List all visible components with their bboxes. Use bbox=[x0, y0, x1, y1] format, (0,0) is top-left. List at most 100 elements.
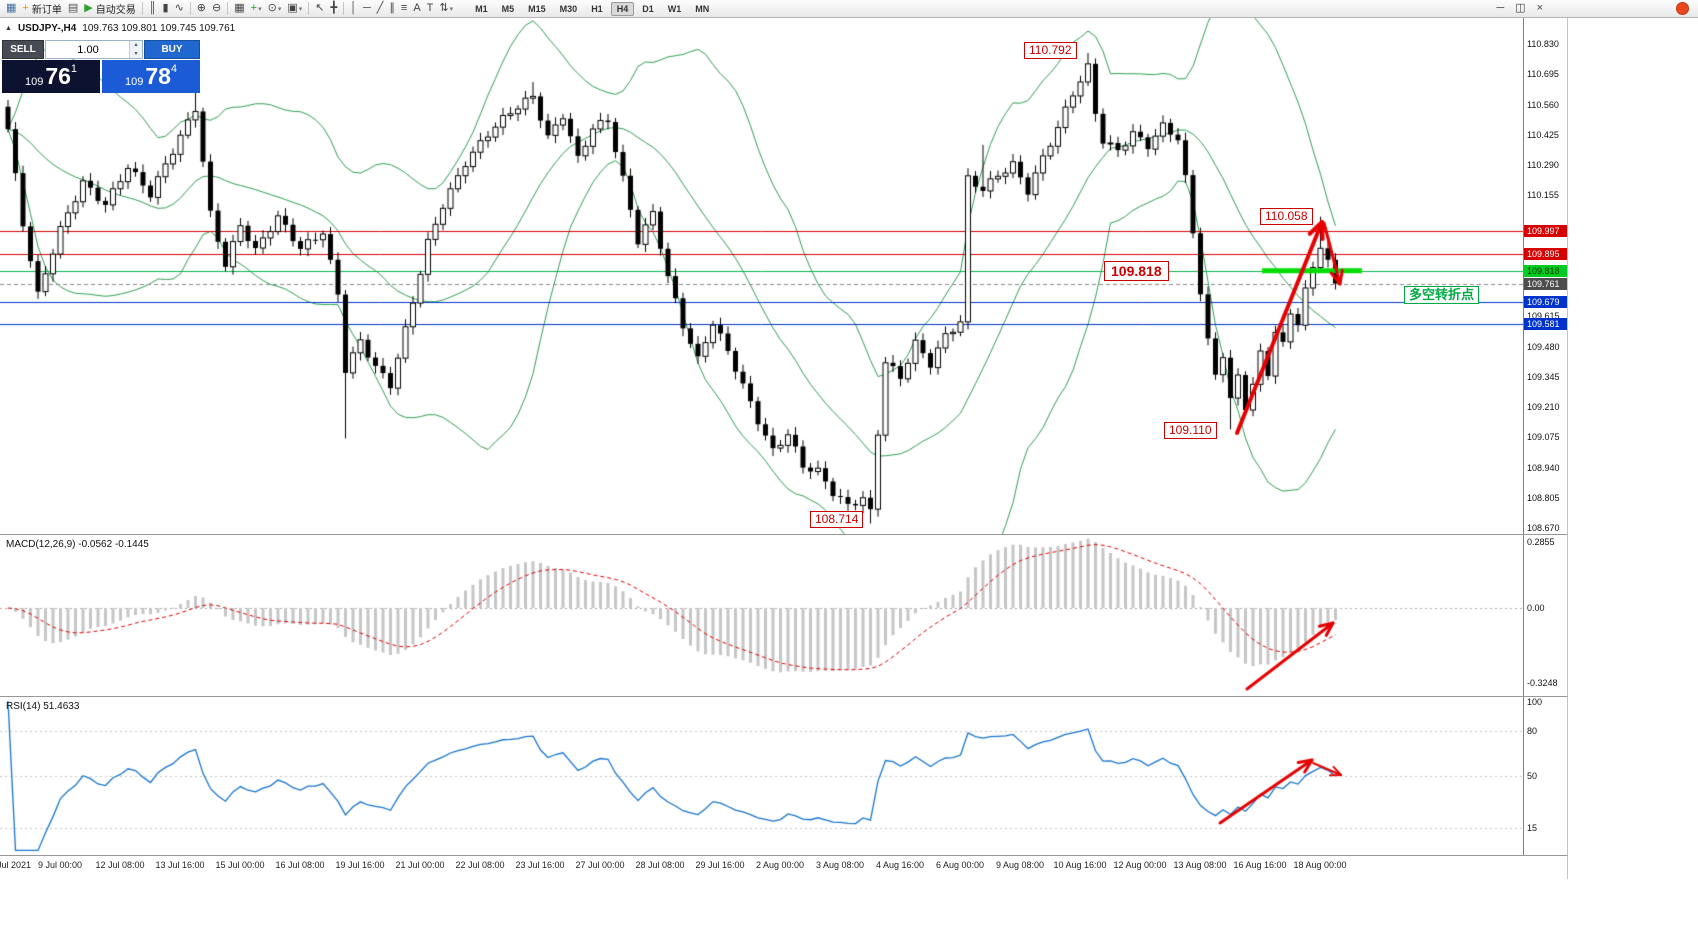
timeframe-h1-button[interactable]: H1 bbox=[591, 3, 603, 14]
price-axis[interactable]: 110.830 110.695 110.560 110.425 110.290 110.1… bbox=[1523, 18, 1567, 534]
buy-price-sup: 4 bbox=[170, 63, 178, 75]
rsi-canvas[interactable] bbox=[0, 697, 1523, 856]
text-icon[interactable]: A bbox=[410, 1, 423, 17]
timeframe-m30-button[interactable]: M30 bbox=[559, 3, 578, 14]
fibonacci-icon: ≡ bbox=[400, 2, 408, 14]
price-axis-tick: 110.425 bbox=[1527, 129, 1559, 140]
vertical-line-icon[interactable]: │ bbox=[347, 1, 360, 17]
volume-increase-button[interactable]: ▴ bbox=[130, 41, 142, 50]
bar-chart-icon[interactable]: ║ bbox=[146, 1, 160, 17]
close-chart-icon: × bbox=[1536, 2, 1543, 14]
periods-icon[interactable]: ⊙ ▾ bbox=[265, 1, 285, 17]
buy-price-display[interactable]: 109 78 4 bbox=[102, 60, 200, 93]
rsi-axis-tick: 80 bbox=[1527, 725, 1538, 736]
time-axis-label: 18 Aug 00:00 bbox=[1293, 860, 1347, 870]
text-label-icon[interactable]: T bbox=[424, 1, 437, 17]
tile-windows-icon[interactable]: ▦ bbox=[231, 1, 247, 17]
price-axis-badge: 109.581 bbox=[1524, 317, 1567, 330]
zoom-in-icon[interactable]: ⊕ bbox=[194, 1, 209, 17]
indicators-icon[interactable]: + ▾ bbox=[248, 1, 265, 17]
autotrading-button[interactable]: ▶ 自动交易 bbox=[81, 1, 138, 17]
vertical-line-icon: │ bbox=[350, 2, 357, 14]
sell-button[interactable]: SELL bbox=[2, 40, 44, 59]
channel-icon[interactable]: ∥ bbox=[386, 1, 398, 17]
price-label-flag[interactable]: 109.110 bbox=[1164, 422, 1217, 439]
timeframe-w1-button[interactable]: W1 bbox=[667, 3, 682, 14]
trendline-icon[interactable]: ╱ bbox=[374, 1, 387, 17]
timeframe-m5-button[interactable]: M5 bbox=[501, 3, 515, 14]
timeframe-m1-button[interactable]: M1 bbox=[475, 3, 488, 14]
collapse-trade-panel-icon[interactable]: ▲ bbox=[5, 25, 12, 32]
rsi-axis[interactable]: 100 80 50 15 bbox=[1523, 697, 1567, 855]
zoom-in-icon: ⊕ bbox=[196, 2, 207, 14]
timeframe-mn-button[interactable]: MN bbox=[695, 3, 710, 14]
macd-indicator-pane: MACD(12,26,9) -0.0562 -0.1445 0.2855 0.00… bbox=[0, 534, 1568, 697]
line-chart-icon[interactable]: ∿ bbox=[172, 1, 187, 17]
charts-menu-icon[interactable]: ▤ bbox=[65, 1, 81, 17]
periods-icon: ⊙ bbox=[267, 2, 277, 14]
bar-chart-icon: ║ bbox=[148, 2, 157, 14]
zoom-out-icon[interactable]: ⊖ bbox=[209, 1, 224, 17]
periods-icon-dropdown[interactable]: ▾ bbox=[277, 5, 282, 13]
notification-indicator[interactable] bbox=[1676, 2, 1689, 15]
rsi-values: 51.4633 bbox=[43, 701, 80, 712]
timeframe-d1-button[interactable]: D1 bbox=[642, 3, 654, 14]
time-axis-label: 12 Aug 00:00 bbox=[1113, 860, 1167, 870]
main-toolbar: ▦ + 新订单 ▤ ▶ 自动交易 ║ ▮ ∿ ⊕ ⊖ ▦ + ▾ ⊙ ▾ ▣ ▾ ↖ ╋ │ ─ ╱ ∥ ≡ A T ⇅ ▾ M1 M5 M1… bbox=[0, 0, 1698, 18]
autotrading-button-label: 自动交易 bbox=[95, 5, 136, 16]
volume-decrease-button[interactable]: ▾ bbox=[130, 49, 142, 58]
rsi-axis-tick: 100 bbox=[1527, 697, 1543, 707]
templates-icon-dropdown[interactable]: ▾ bbox=[298, 5, 303, 13]
candlestick-chart-icon[interactable]: ▮ bbox=[160, 1, 172, 17]
time-axis-label: 9 Aug 08:00 bbox=[995, 860, 1045, 870]
close-chart-icon[interactable]: × bbox=[1534, 1, 1546, 17]
sell-price-display[interactable]: 109 76 1 bbox=[2, 60, 100, 93]
trendline-icon: ╱ bbox=[376, 2, 384, 14]
time-axis-label: 15 Jul 00:00 bbox=[215, 860, 265, 870]
time-axis-label: Jul 2021 bbox=[0, 860, 32, 870]
one-click-trading-panel: SELL ▴ ▾ BUY 109 76 1 109 bbox=[2, 40, 200, 93]
price-label-flag[interactable]: 110.058 bbox=[1260, 208, 1313, 225]
volume-input[interactable] bbox=[46, 41, 142, 58]
templates-icon[interactable]: ▣ ▾ bbox=[284, 1, 305, 17]
autotrading-icon: ▶ bbox=[84, 2, 93, 14]
timeframe-m15-button[interactable]: M15 bbox=[528, 3, 546, 14]
price-label-flag[interactable]: 108.714 bbox=[810, 511, 864, 528]
macd-axis[interactable]: 0.2855 0.00 -0.3248 bbox=[1523, 535, 1567, 696]
indicators-icon-dropdown[interactable]: ▾ bbox=[258, 5, 262, 13]
arrows-icon-dropdown[interactable]: ▾ bbox=[449, 5, 454, 13]
price-axis-tick: 109.075 bbox=[1527, 432, 1560, 443]
time-axis-label: 13 Aug 08:00 bbox=[1173, 860, 1227, 870]
price-axis-tick: 109.345 bbox=[1527, 371, 1560, 382]
macd-axis-tick: -0.3248 bbox=[1527, 678, 1558, 689]
new-order-button-label: 新订单 bbox=[31, 5, 62, 16]
candlestick-chart-icon: ▮ bbox=[162, 2, 169, 14]
horizontal-line-icon: ─ bbox=[362, 2, 371, 14]
time-axis-label: 29 Jul 16:00 bbox=[695, 860, 745, 870]
macd-canvas[interactable] bbox=[0, 535, 1523, 697]
time-axis-label: 6 Aug 00:00 bbox=[935, 860, 985, 870]
time-axis-label: 28 Jul 08:00 bbox=[635, 860, 685, 870]
chart-title: ▲ USDJPY-,H4 109.763 109.801 109.745 109… bbox=[5, 23, 235, 34]
macd-values: -0.0562 -0.1445 bbox=[78, 539, 149, 550]
price-chart-canvas[interactable] bbox=[0, 18, 1523, 534]
restore-chart-icon[interactable]: ◫ bbox=[1512, 1, 1528, 17]
horizontal-line-icon[interactable]: ─ bbox=[360, 1, 374, 17]
price-axis-badge: 109.761 bbox=[1524, 277, 1567, 290]
crosshair-icon[interactable]: ╋ bbox=[327, 1, 340, 17]
arrows-icon[interactable]: ⇅ ▾ bbox=[436, 1, 456, 17]
text-label-icon: T bbox=[426, 2, 434, 14]
buy-button[interactable]: BUY bbox=[144, 40, 200, 59]
toolbar-separator bbox=[141, 2, 143, 15]
minimize-chart-icon[interactable]: ─ bbox=[1493, 1, 1507, 17]
new-order-button[interactable]: + 新订单 bbox=[19, 1, 64, 17]
turning-point-note[interactable]: 多空转折点 bbox=[1404, 286, 1480, 304]
timeframe-h4-button[interactable]: H4 bbox=[610, 1, 635, 16]
time-axis[interactable]: Jul 2021 9 Jul 00:00 12 Jul 08:00 13 Jul 16… bbox=[0, 855, 1568, 879]
fibonacci-icon[interactable]: ≡ bbox=[398, 1, 410, 17]
price-label-flag[interactable]: 109.818 bbox=[1104, 261, 1169, 281]
cursor-icon[interactable]: ↖ bbox=[312, 1, 327, 17]
charts-menu-icon: ▤ bbox=[67, 2, 79, 14]
new-chart-icon[interactable]: ▦ bbox=[3, 1, 19, 17]
price-label-flag[interactable]: 110.792 bbox=[1024, 42, 1077, 59]
